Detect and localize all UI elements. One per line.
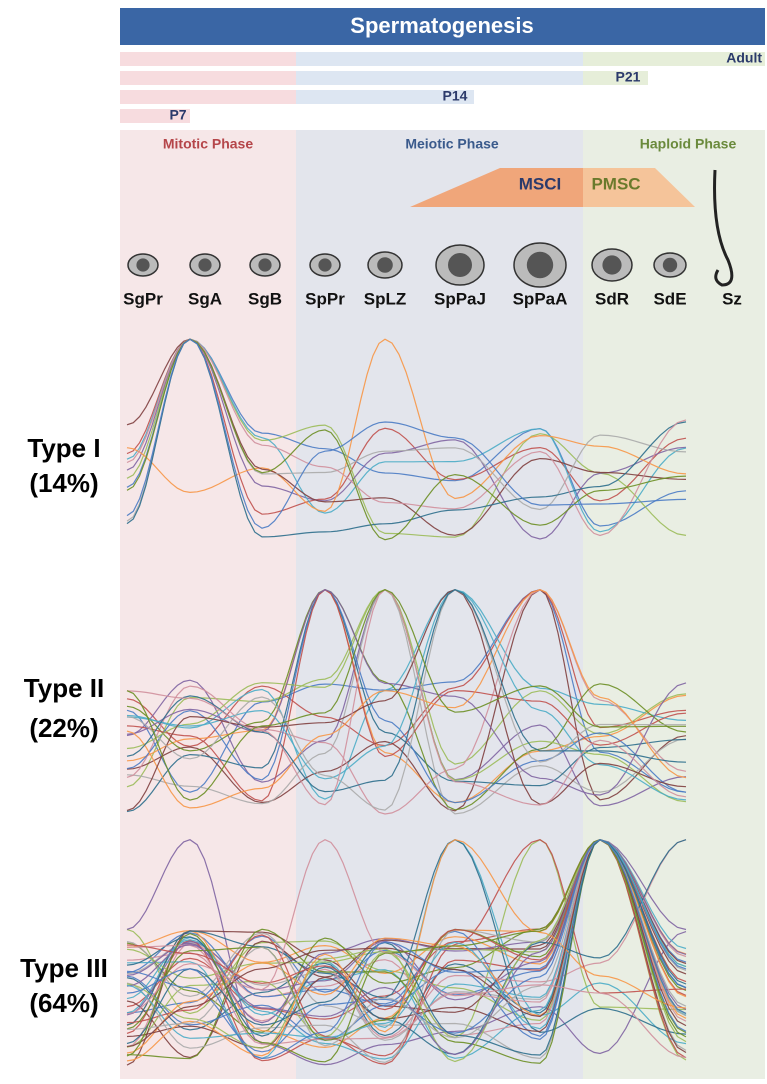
nucleus [448,253,472,277]
bar-seg [120,71,296,85]
bar-seg [296,71,583,85]
age-label: Adult [726,50,762,66]
stage-label: SgA [188,289,222,308]
type-name: Type III [20,953,108,983]
stage-label: SpPaJ [434,289,486,308]
figure: Spermatogenesis Adult P21 P14 P7 Mitotic… [0,0,767,1079]
nucleus [136,258,149,271]
type-share: (64%) [29,988,98,1018]
type-share: (22%) [29,713,98,743]
bar-seg [296,52,583,66]
type-name: Type I [27,433,100,463]
stage-label: SdR [595,289,629,308]
pmsc-label: PMSC [591,174,640,193]
nucleus [318,258,331,271]
type-share: (14%) [29,468,98,498]
bar-seg [120,90,296,104]
type-name: Type II [24,673,104,703]
phase-label: Mitotic Phase [163,136,253,152]
nucleus [602,255,621,274]
msci-label: MSCI [519,174,562,193]
phase-label: Haploid Phase [640,136,737,152]
stage-label: SpPr [305,289,345,308]
nucleus [663,258,677,272]
bar-seg [120,52,296,66]
nucleus [258,258,271,271]
nucleus [527,252,553,278]
nucleus [198,258,211,271]
stage-label: SdE [653,289,686,308]
age-label: P14 [443,88,468,104]
stage-label: SgPr [123,289,163,308]
stage-label: SpPaA [513,289,568,308]
stage-label: Sz [722,289,742,308]
age-label: P21 [616,69,641,85]
nucleus [377,257,393,273]
stage-label: SpLZ [364,289,407,308]
age-bars: Adult P21 P14 P7 [120,50,765,123]
stage-label: SgB [248,289,282,308]
age-label: P7 [169,107,186,123]
phase-label: Meiotic Phase [405,136,499,152]
title: Spermatogenesis [350,13,533,38]
